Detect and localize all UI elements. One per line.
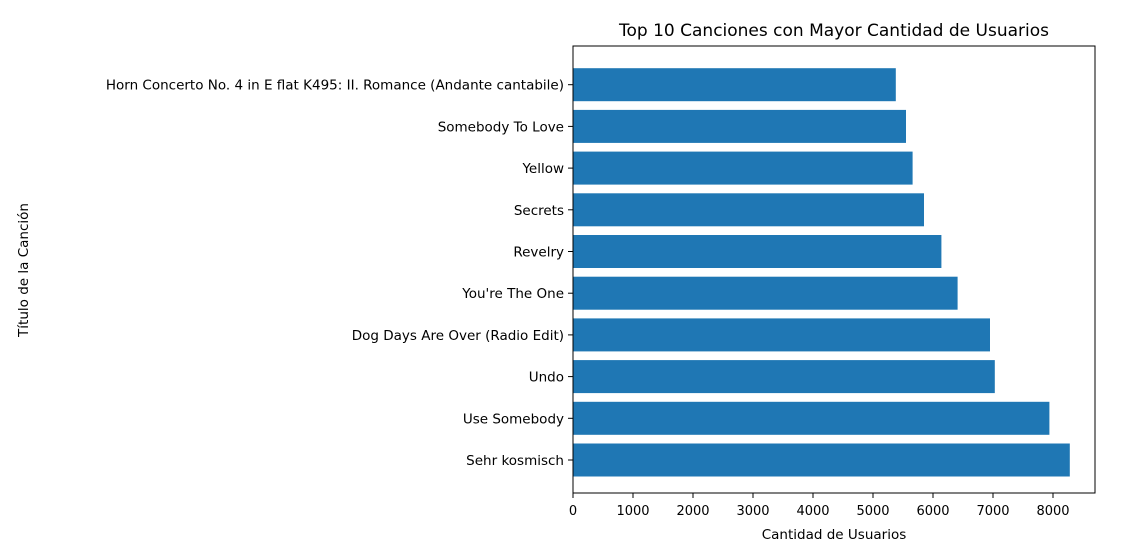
x-tick-label: 6000 (916, 504, 949, 519)
x-tick-label: 2000 (676, 504, 709, 519)
category-label: Horn Concerto No. 4 in E flat K495: II. … (106, 78, 564, 94)
x-tick-label: 1000 (616, 504, 649, 519)
x-tick-label: 8000 (1036, 504, 1069, 519)
x-tick-label: 4000 (796, 504, 829, 519)
bar-9 (573, 68, 896, 102)
x-axis-label: Cantidad de Usuarios (762, 527, 907, 543)
category-label: Undo (529, 370, 564, 386)
category-label: Sehr kosmisch (466, 453, 564, 469)
category-label: Dog Days Are Over (Radio Edit) (352, 328, 564, 344)
bar-7 (573, 151, 913, 185)
bars-group (573, 68, 1070, 477)
category-label: Use Somebody (463, 411, 564, 427)
plot-frame (572, 45, 1096, 494)
category-label: Secrets (514, 203, 564, 219)
chart-title: Top 10 Canciones con Mayor Cantidad de U… (618, 21, 1049, 41)
x-ticks-group: 0 1000 2000 3000 4000 5000 6000 7000 8000 (569, 493, 1070, 519)
bar-6 (573, 193, 924, 227)
x-tick-label: 3000 (736, 504, 769, 519)
bar-3 (573, 318, 990, 352)
bar-0 (573, 443, 1070, 477)
category-label: Yellow (521, 161, 564, 177)
category-labels-group: Sehr kosmisch Use Somebody Undo Dog Days Ar… (106, 78, 573, 469)
x-tick-label: 5000 (856, 504, 889, 519)
x-tick-label: 7000 (976, 504, 1009, 519)
bar-1 (573, 401, 1050, 435)
bar-4 (573, 276, 958, 310)
bar-5 (573, 235, 942, 268)
bar-8 (573, 109, 906, 143)
category-label: Somebody To Love (438, 119, 564, 135)
bar-2 (573, 360, 995, 394)
y-axis-label: Título de la Canción (16, 203, 32, 338)
category-label: You're The One (461, 286, 564, 302)
category-label: Revelry (513, 245, 564, 261)
x-tick-label: 0 (569, 504, 577, 519)
